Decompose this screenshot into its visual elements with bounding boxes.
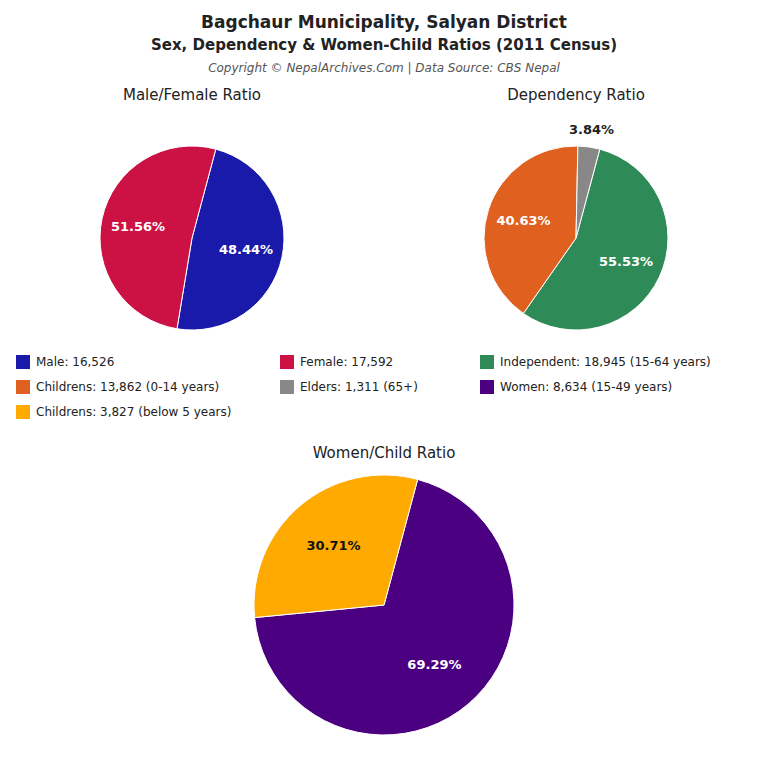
legend-item: Childrens: 13,862 (0-14 years) xyxy=(16,380,219,394)
pie: 55.53% 40.63% 3.84% xyxy=(484,122,668,330)
legend-item: Male: 16,526 xyxy=(16,355,114,369)
legend: Male: 16,526 Female: 17,592 Independent: 1… xyxy=(16,355,711,419)
subtitle: Sex, Dependency & Women-Child Ratios (20… xyxy=(151,36,617,54)
legend-swatch xyxy=(280,380,294,394)
pie-slice xyxy=(254,475,418,618)
pie-title: Women/Child Ratio xyxy=(313,444,456,462)
pie-slice xyxy=(100,146,216,329)
data-label: 48.44% xyxy=(219,242,273,257)
pie: 69.29% 30.71% xyxy=(254,475,514,735)
legend-label: Elders: 1,311 (65+) xyxy=(300,380,418,394)
pie: 48.44% 51.56% xyxy=(100,146,284,330)
legend-swatch xyxy=(16,380,30,394)
title: Bagchaur Municipality, Salyan District xyxy=(201,12,567,32)
data-label: 40.63% xyxy=(496,213,550,228)
annotation: Copyright © NepalArchives.Com | Data Sou… xyxy=(208,61,560,75)
legend-label: Women: 8,634 (15-49 years) xyxy=(500,380,672,394)
legend-swatch xyxy=(480,380,494,394)
legend-item: Independent: 18,945 (15-64 years) xyxy=(480,355,711,369)
data-label: 55.53% xyxy=(599,254,653,269)
data-label: 69.29% xyxy=(407,657,461,672)
pie-slice xyxy=(576,146,600,238)
pie-slice xyxy=(484,146,578,313)
legend-label: Childrens: 13,862 (0-14 years) xyxy=(36,380,219,394)
legend-item: Female: 17,592 xyxy=(280,355,393,369)
data-label: 51.56% xyxy=(111,219,165,234)
legend-label: Independent: 18,945 (15-64 years) xyxy=(500,355,711,369)
data-label: 3.84% xyxy=(569,122,614,137)
legend-swatch xyxy=(280,355,294,369)
pie-title: Male/Female Ratio xyxy=(123,86,261,104)
legend-label: Male: 16,526 xyxy=(36,355,114,369)
data-label: 30.71% xyxy=(306,538,360,553)
legend-swatch xyxy=(16,355,30,369)
legend-swatch xyxy=(480,355,494,369)
legend-item: Women: 8,634 (15-49 years) xyxy=(480,380,672,394)
legend-label: Childrens: 3,827 (below 5 years) xyxy=(36,405,231,419)
legend-label: Female: 17,592 xyxy=(300,355,393,369)
legend-item: Elders: 1,311 (65+) xyxy=(280,380,418,394)
legend-swatch xyxy=(16,405,30,419)
legend-item: Childrens: 3,827 (below 5 years) xyxy=(16,405,231,419)
pie-title: Dependency Ratio xyxy=(507,86,645,104)
chart-root: Bagchaur Municipality, Salyan District Se… xyxy=(0,0,768,768)
